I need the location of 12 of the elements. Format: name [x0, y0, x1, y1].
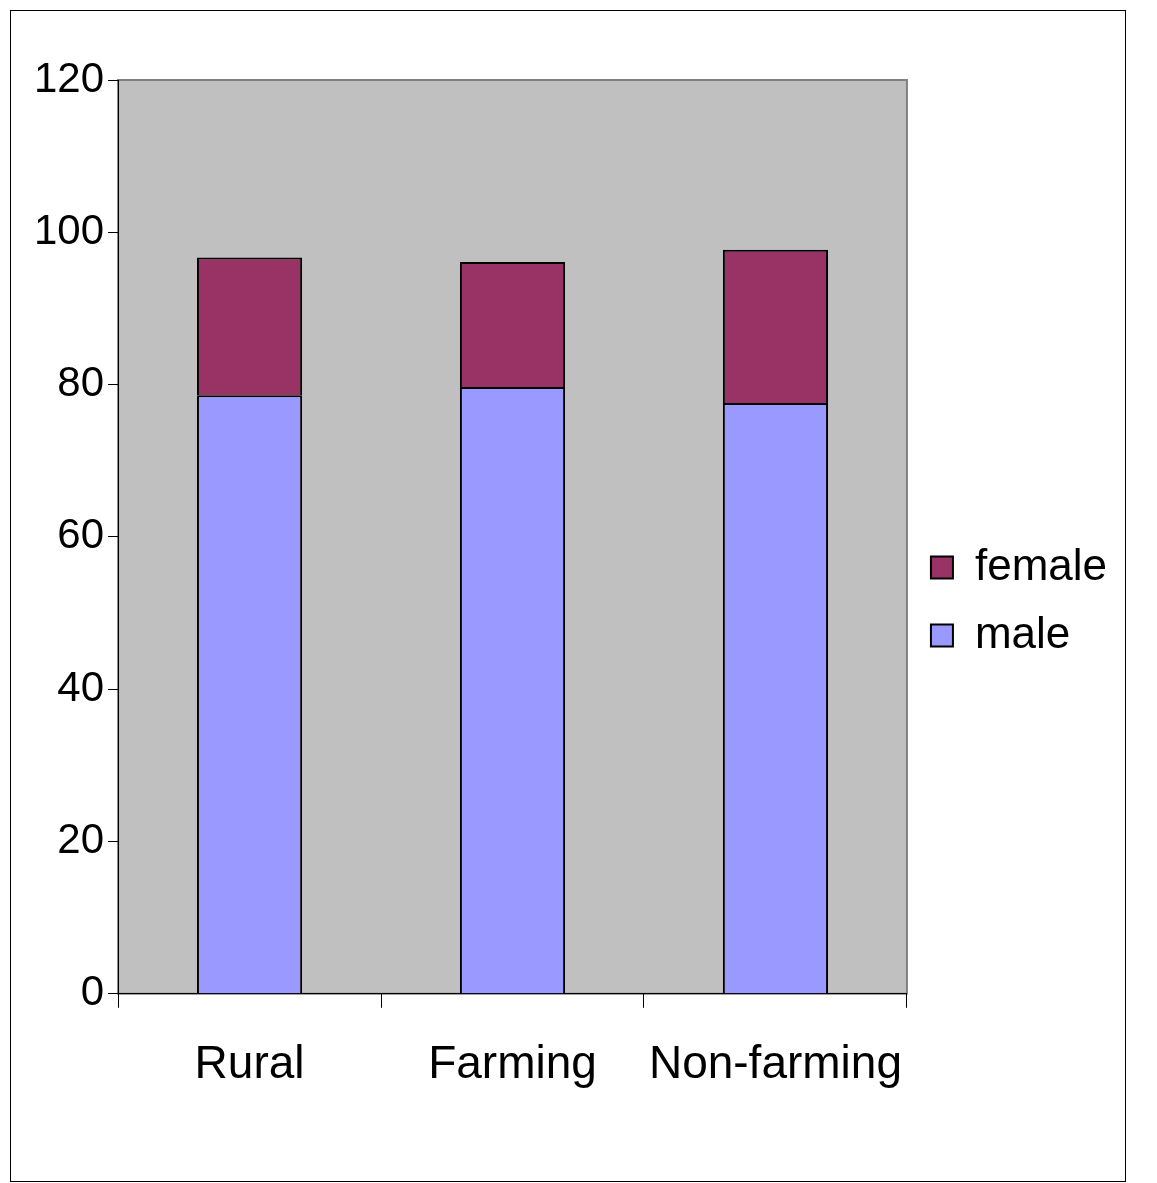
legend-label: male — [974, 607, 1071, 657]
y-tick-label: 40 — [57, 662, 105, 710]
legend-label: female — [974, 539, 1108, 589]
y-tick-label: 120 — [34, 53, 105, 101]
y-tick-label: 60 — [57, 510, 105, 558]
x-tick-label: Non-farming — [648, 1036, 903, 1089]
y-tick-label: 80 — [57, 358, 105, 406]
y-tick-label: 100 — [34, 205, 105, 253]
y-tick-label: 0 — [80, 967, 105, 1015]
x-tick-label: Farming — [428, 1036, 597, 1089]
x-tick-label: Rural — [194, 1036, 305, 1089]
y-tick-label: 20 — [57, 815, 105, 863]
